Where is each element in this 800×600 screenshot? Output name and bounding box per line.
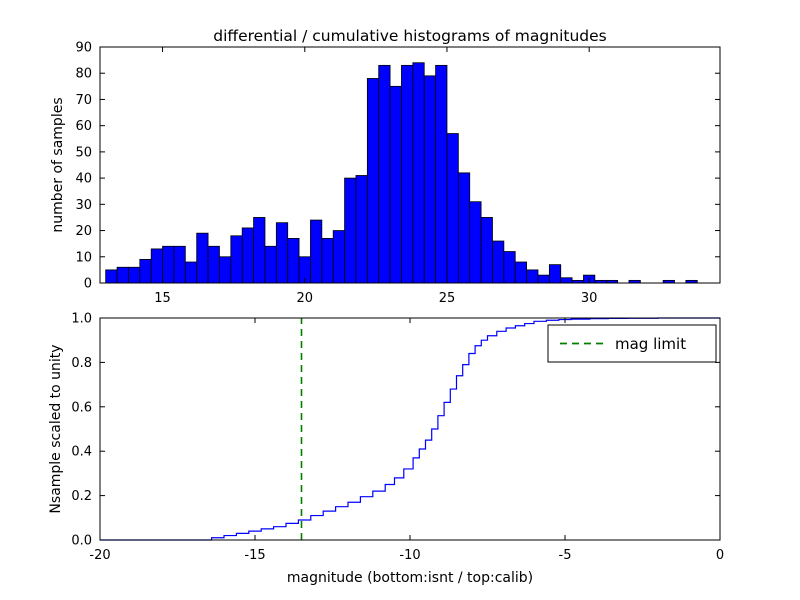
histogram-bar (537, 274, 550, 284)
histogram-bar (287, 238, 300, 284)
legend: mag limit (547, 324, 717, 363)
y-tick-label: 10 (75, 250, 92, 265)
histogram-bar (321, 238, 334, 284)
y-tick-label: 60 (75, 119, 92, 134)
histogram-bar (469, 201, 482, 284)
histogram-bar (162, 245, 175, 284)
histogram-bar (139, 258, 152, 284)
histogram-bar (150, 248, 163, 284)
histogram-bar (219, 256, 232, 284)
x-tick-label: -20 (89, 548, 110, 563)
y-tick-label: 0.4 (71, 445, 92, 460)
histogram-bar (128, 266, 141, 284)
histogram-bar (457, 172, 471, 284)
histogram-bar (173, 245, 186, 284)
legend-label: mag limit (615, 335, 686, 353)
x-tick-label: -10 (399, 548, 420, 563)
x-tick-label: -15 (244, 548, 265, 563)
y-tick-label: 20 (75, 224, 92, 239)
histogram-bar (184, 261, 198, 284)
figure-title: differential / cumulative histograms of … (213, 27, 606, 45)
histogram-bar (230, 235, 243, 284)
histogram-bar (344, 177, 357, 284)
x-axis-label: magnitude (bottom:isnt / top:calib) (287, 570, 533, 586)
histogram-bar (526, 269, 539, 284)
histogram-bar (366, 78, 380, 284)
y-tick-label: 70 (75, 93, 92, 108)
y-tick-label: 0.6 (71, 400, 92, 415)
histogram-bar (310, 219, 323, 284)
top-y-axis-label: number of samples (50, 97, 66, 232)
y-tick-label: 80 (75, 67, 92, 82)
bottom-y-axis-label: Nsample scaled to unity (48, 344, 64, 513)
y-tick-label: 50 (75, 145, 92, 160)
histogram-bar (207, 245, 220, 284)
histogram-bar (389, 85, 402, 284)
bottom-cumulative-axes: -20 -15 -10 -5 0 0.0 0.2 0.4 0.6 0.8 1.0 (71, 312, 724, 564)
y-tick-label: 40 (75, 172, 92, 187)
histogram-bar (514, 261, 528, 284)
x-tick-label: 0 (716, 548, 724, 563)
y-tick-label: 1.0 (71, 312, 92, 327)
histogram-bar (412, 62, 425, 284)
histogram-bar (560, 277, 573, 284)
histogram-bar (116, 266, 129, 284)
y-tick-label: 0.8 (71, 356, 92, 371)
histogram-bar (264, 245, 277, 284)
y-tick-label: 0 (84, 277, 92, 292)
top-histogram-axes: 15 20 25 30 0 10 20 30 40 50 60 70 80 90 (75, 41, 721, 306)
axes-frame (99, 46, 721, 284)
x-tick-label: -5 (559, 548, 572, 563)
histogram-bar (503, 251, 516, 284)
histogram-bar (275, 222, 289, 284)
histogram-bar (401, 64, 414, 284)
x-tick-label: 20 (296, 291, 313, 306)
histogram-bar (435, 64, 448, 284)
histogram-bar (548, 264, 562, 284)
histogram-bar (253, 217, 266, 284)
histogram-bar (196, 232, 209, 284)
histogram-bar (378, 64, 391, 284)
histogram-bar (492, 240, 505, 284)
x-tick-label: 30 (581, 291, 598, 306)
y-tick-label: 0.2 (71, 489, 92, 504)
histogram-bar (446, 133, 459, 284)
y-tick-label: 30 (75, 198, 92, 213)
x-tick-label: 15 (154, 291, 171, 306)
histogram-bar (332, 230, 345, 284)
histogram-bar (241, 227, 254, 284)
y-tick-label: 90 (75, 41, 92, 56)
cumulative-step-line (100, 317, 720, 541)
y-tick-label: 0.0 (71, 534, 92, 549)
axes-frame (99, 317, 721, 541)
histogram-bar (423, 75, 436, 284)
histogram-bar (105, 269, 118, 284)
histogram-bar (480, 217, 493, 284)
histogram-bar (355, 175, 368, 284)
x-tick-label: 25 (439, 291, 456, 306)
